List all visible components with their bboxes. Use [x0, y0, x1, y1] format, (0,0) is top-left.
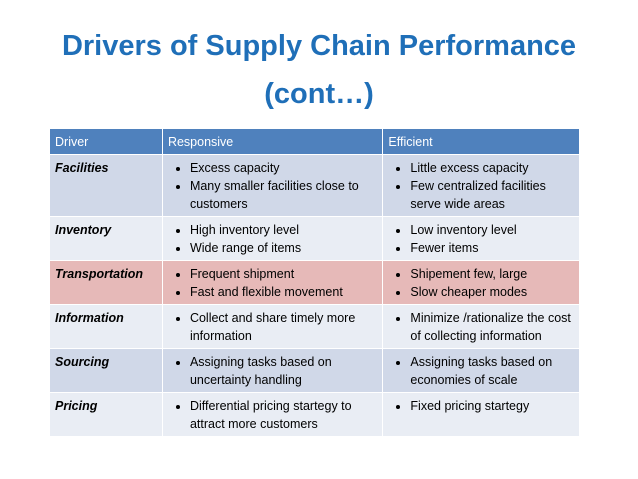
bullet-list: Collect and share timely more informatio…	[168, 309, 377, 345]
efficient-cell: Minimize /rationalize the cost of collec…	[382, 304, 580, 349]
bullet-list: Shipement few, largeSlow cheaper modes	[388, 265, 574, 301]
driver-cell: Facilities	[49, 154, 163, 217]
table-row: Pricing Differential pricing startegy to …	[49, 392, 580, 437]
bullet-item: Minimize /rationalize the cost of collec…	[410, 309, 574, 345]
bullet-item: High inventory level	[190, 221, 377, 239]
bullet-list: Little excess capacityFew centralized fa…	[388, 159, 574, 213]
bullet-item: Few centralized facilities serve wide ar…	[410, 177, 574, 213]
responsive-cell: Frequent shipmentFast and flexible movem…	[161, 260, 384, 305]
driver-cell: Inventory	[49, 216, 163, 261]
efficient-cell: Little excess capacityFew centralized fa…	[382, 154, 580, 217]
bullet-item: Fast and flexible movement	[190, 283, 377, 301]
title-line: (cont…)	[264, 78, 374, 110]
efficient-cell: Assigning tasks based on economies of sc…	[382, 348, 580, 393]
table-row: TransportationFrequent shipmentFast and …	[49, 260, 580, 305]
responsive-cell: Assigning tasks based on uncertainty han…	[161, 348, 384, 393]
bullet-item: Assigning tasks based on economies of sc…	[410, 353, 574, 389]
header-cell: Driver	[49, 128, 163, 155]
bullet-item: Many smaller facilities close to custome…	[190, 177, 377, 213]
bullet-item: Little excess capacity	[410, 159, 574, 177]
bullet-item: Shipement few, large	[410, 265, 574, 283]
bullet-list: Frequent shipmentFast and flexible movem…	[168, 265, 377, 301]
header-cell: Responsive	[161, 128, 384, 155]
bullet-list: Assigning tasks based on economies of sc…	[388, 353, 574, 389]
bullet-item: Assigning tasks based on uncertainty han…	[190, 353, 377, 389]
bullet-list: Excess capacityMany smaller facilities c…	[168, 159, 377, 213]
bullet-item: Fixed pricing startegy	[410, 397, 574, 415]
slide-title: Drivers of Supply Chain Performance (con…	[0, 22, 638, 118]
bullet-list: Minimize /rationalize the cost of collec…	[388, 309, 574, 345]
table-row: Information Collect and share timely more…	[49, 304, 580, 349]
responsive-cell: Collect and share timely more informatio…	[161, 304, 384, 349]
bullet-item: Wide range of items	[190, 239, 377, 257]
driver-cell: Sourcing	[49, 348, 163, 393]
responsive-cell: High inventory levelWide range of items	[161, 216, 384, 261]
title-line: Drivers of Supply Chain Performance	[61, 30, 577, 62]
table-row: Sourcing Assigning tasks based on uncerta…	[49, 348, 580, 393]
bullet-list: High inventory levelWide range of items	[168, 221, 377, 257]
responsive-cell: Excess capacityMany smaller facilities c…	[161, 154, 384, 217]
bullet-list: Low inventory levelFewer items	[388, 221, 574, 257]
bullet-list: Fixed pricing startegy	[388, 397, 574, 415]
bullet-item: Frequent shipment	[190, 265, 377, 283]
table-row: InventoryHigh inventory levelWide range …	[49, 216, 580, 261]
bullet-item: Slow cheaper modes	[410, 283, 574, 301]
bullet-item: Collect and share timely more informatio…	[190, 309, 377, 345]
driver-cell: Pricing	[49, 392, 163, 437]
efficient-cell: Fixed pricing startegy	[382, 392, 580, 437]
bullet-item: Low inventory level	[410, 221, 574, 239]
driver-cell: Information	[49, 304, 163, 349]
driver-cell: Transportation	[49, 260, 163, 305]
bullet-list: Assigning tasks based on uncertainty han…	[168, 353, 377, 389]
bullet-item: Fewer items	[410, 239, 574, 257]
efficient-cell: Shipement few, largeSlow cheaper modes	[382, 260, 580, 305]
header-cell: Efficient	[382, 128, 580, 155]
bullet-list: Differential pricing startegy to attract…	[168, 397, 377, 433]
header-row: Driver Responsive Efficient	[49, 128, 580, 155]
responsive-cell: Differential pricing startegy to attract…	[161, 392, 384, 437]
bullet-item: Excess capacity	[190, 159, 377, 177]
bullet-item: Differential pricing startegy to attract…	[190, 397, 377, 433]
efficient-cell: Low inventory levelFewer items	[382, 216, 580, 261]
table-row: FacilitiesExcess capacityMany smaller fa…	[49, 154, 580, 217]
